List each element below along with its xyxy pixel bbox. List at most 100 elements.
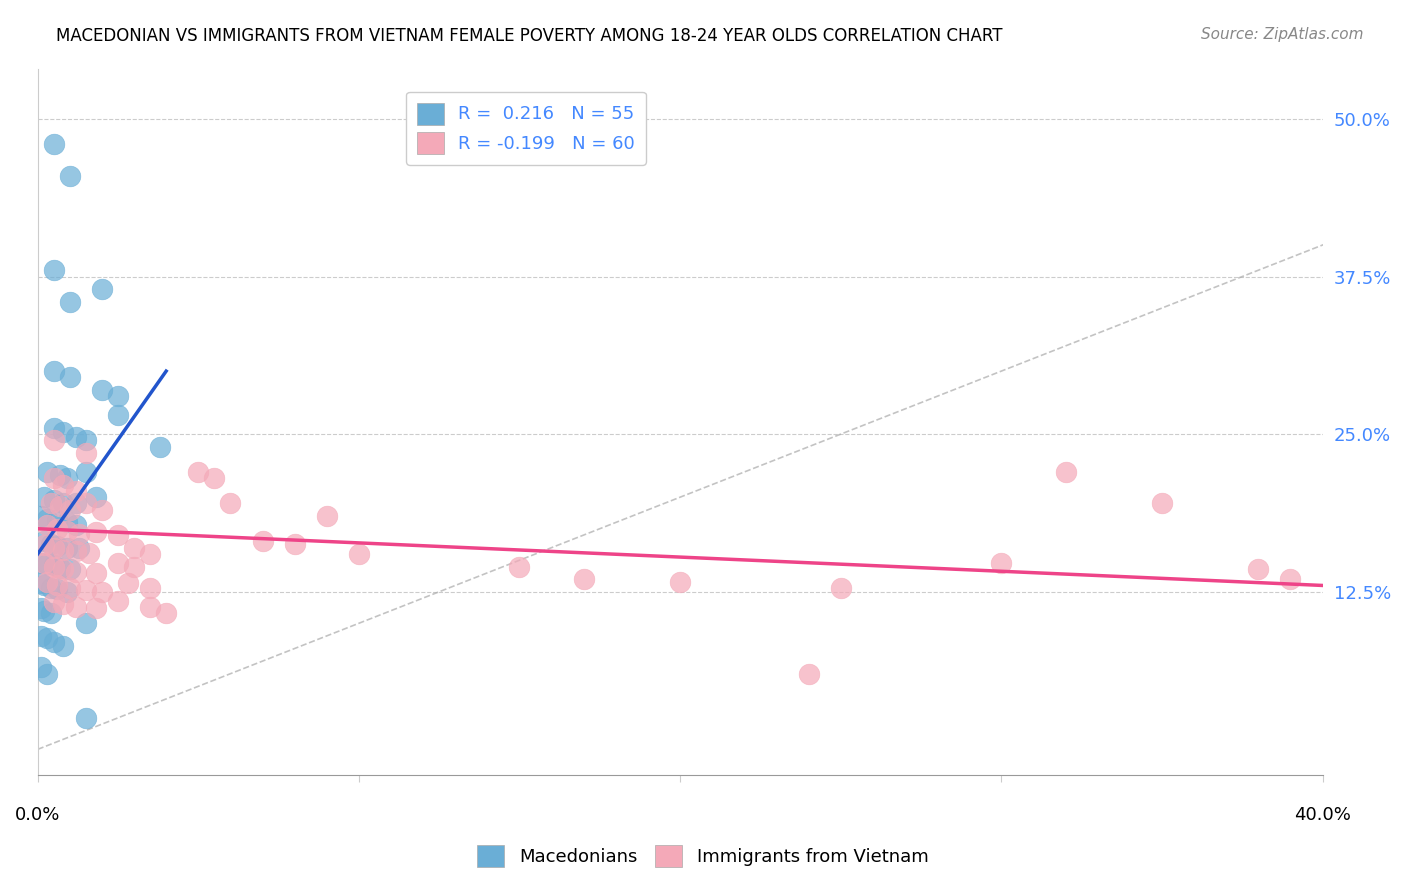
Point [107,389,129,403]
Point [284,537,307,551]
Point [107,409,129,423]
Point [508,559,530,574]
Point [42,595,65,609]
Point [90,282,112,296]
Point [42,434,65,448]
Point [30,556,52,570]
Point [32,604,55,618]
Point [59,581,82,595]
Point [65,599,87,614]
Point [52,562,75,576]
Point [65,430,87,444]
Point [69,526,91,541]
Point [65,483,87,498]
Point [65,517,87,532]
Point [669,574,692,589]
Point [84,525,107,540]
Point [84,566,107,580]
Point [39,581,62,595]
Point [1054,465,1077,479]
Legend: Macedonians, Immigrants from Vietnam: Macedonians, Immigrants from Vietnam [470,838,936,874]
Point [347,547,370,561]
Point [32,534,55,549]
Point [32,490,55,504]
Point [42,635,65,649]
Point [75,434,97,448]
Point [990,556,1012,570]
Point [252,534,274,549]
Point [46,578,69,592]
Point [65,544,87,558]
Point [830,581,852,595]
Point [122,541,145,555]
Point [75,711,97,725]
Point [39,606,62,620]
Point [32,538,55,552]
Point [572,572,595,586]
Point [117,576,139,591]
Point [52,477,75,491]
Point [139,599,162,614]
Point [39,537,62,551]
Point [42,421,65,435]
Point [107,528,129,542]
Point [55,516,77,530]
Point [32,578,55,592]
Point [75,616,97,631]
Legend: R =  0.216   N = 55, R = -0.199   N = 60: R = 0.216 N = 55, R = -0.199 N = 60 [406,92,645,165]
Point [49,499,72,513]
Point [30,660,52,674]
Point [42,541,65,555]
Point [90,584,112,599]
Point [59,370,82,384]
Point [797,666,820,681]
Point [30,629,52,643]
Point [77,546,100,560]
Point [46,522,69,536]
Point [37,511,59,525]
Point [1279,572,1302,586]
Point [42,263,65,277]
Point [55,524,77,539]
Point [37,666,59,681]
Point [42,558,65,573]
Point [49,467,72,482]
Point [315,509,337,524]
Point [69,541,91,555]
Point [37,574,59,589]
Point [59,503,82,517]
Point [52,543,75,558]
Text: MACEDONIAN VS IMMIGRANTS FROM VIETNAM FEMALE POVERTY AMONG 18-24 YEAR OLDS CORRE: MACEDONIAN VS IMMIGRANTS FROM VIETNAM FE… [56,27,1002,45]
Point [59,294,82,309]
Point [55,541,77,555]
Point [46,582,69,597]
Point [75,465,97,479]
Point [42,471,65,485]
Point [30,601,52,615]
Point [52,639,75,653]
Point [65,496,87,510]
Point [32,556,55,570]
Point [37,517,59,532]
Point [84,490,107,504]
Point [155,606,177,620]
Point [52,598,75,612]
Point [52,425,75,439]
Point [37,465,59,479]
Point [202,471,225,485]
Point [187,465,209,479]
Point [149,440,172,454]
Point [75,446,97,460]
Point [49,561,72,575]
Point [65,565,87,579]
Point [42,492,65,507]
Point [75,583,97,598]
Text: 0.0%: 0.0% [15,806,60,824]
Text: 40.0%: 40.0% [1294,806,1351,824]
Point [139,581,162,595]
Point [37,632,59,646]
Point [42,137,65,152]
Point [139,547,162,561]
Point [1247,562,1270,576]
Point [90,503,112,517]
